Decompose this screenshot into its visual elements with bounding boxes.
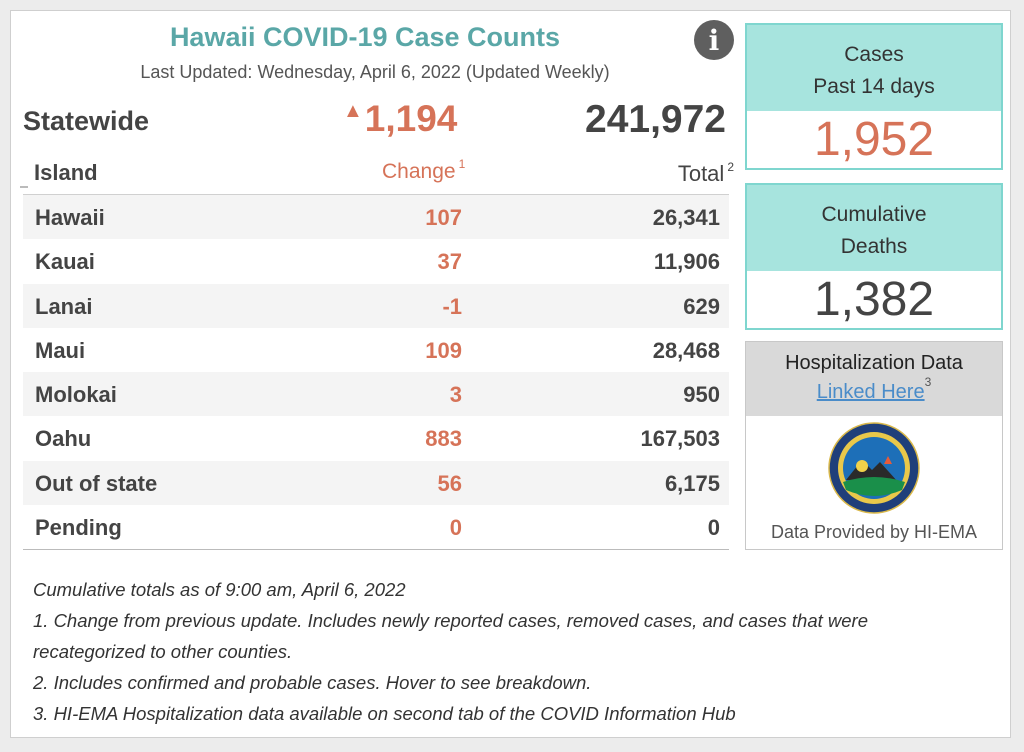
last-updated-subtitle: Last Updated: Wednesday, April 6, 2022 (… [140, 62, 610, 82]
up-arrow-icon: ▲ [343, 100, 363, 122]
footnote-line: recategorized to other counties. [33, 641, 293, 662]
footnote-marker-1: 1 [458, 157, 466, 171]
hi-ema-credit: Data Provided by HI-EMA [770, 522, 978, 542]
page-title: Hawaii COVID-19 Case Counts [169, 22, 561, 52]
island-name: Pending [35, 515, 122, 541]
table-row[interactable]: Pending 0 0 [23, 505, 729, 549]
table-row[interactable]: Hawaii 107 26,341 [23, 195, 729, 240]
statewide-change: ▲1,194 [343, 98, 457, 140]
island-total: 0 [707, 515, 720, 541]
statewide-label: Statewide [23, 106, 150, 136]
footnote-line: 3. HI-EMA Hospitalization data available… [33, 703, 736, 724]
island-total: 6,175 [664, 470, 720, 496]
table-row[interactable]: Oahu 883 167,503 [23, 416, 729, 460]
cases-14-days-card[interactable]: Cases Past 14 days 1,952 [745, 23, 1003, 170]
island-name: Maui [35, 337, 86, 363]
island-name: Oahu [35, 426, 92, 452]
cases-card-line2: Past 14 days [813, 75, 935, 98]
island-change: 883 [425, 426, 462, 452]
island-name: Lanai [35, 293, 93, 319]
island-change: 56 [437, 470, 462, 496]
statewide-total: 241,972 [585, 98, 726, 141]
island-change: 109 [425, 337, 462, 363]
island-change: -1 [442, 293, 462, 319]
footnote-marker-2: 2 [727, 160, 734, 174]
deaths-card-header: Cumulative Deaths [747, 185, 1001, 271]
hospitalization-card: Hospitalization Data Linked Here3 Data P… [745, 341, 1003, 550]
island-total: 28,468 [652, 337, 720, 363]
cumulative-deaths-card[interactable]: Cumulative Deaths 1,382 [745, 183, 1003, 330]
island-total: 629 [683, 293, 720, 319]
table-row[interactable]: Out of state 56 6,175 [23, 460, 729, 506]
island-total: 950 [683, 382, 720, 408]
island-name: Hawaii [35, 205, 105, 230]
cumulative-deaths-value: 1,382 [813, 273, 935, 326]
island-change: 107 [425, 205, 462, 230]
hi-ema-seal-icon [828, 422, 920, 514]
column-resize-handle[interactable] [20, 186, 28, 188]
column-header-change-label: Change [382, 160, 456, 183]
footnote-line: 1. Change from previous update. Includes… [33, 610, 869, 631]
island-name: Molokai [35, 382, 117, 408]
footnote-line: Cumulative totals as of 9:00 am, April 6… [33, 579, 406, 600]
column-header-island[interactable]: Island [34, 160, 98, 185]
deaths-card-line1: Cumulative [821, 203, 927, 226]
table-row[interactable]: Maui 109 28,468 [23, 328, 729, 372]
info-icon[interactable]: i [694, 20, 734, 60]
column-header-total[interactable]: Total 2 [678, 160, 734, 187]
island-change: 0 [449, 515, 462, 541]
island-table: Hawaii 107 26,341 Kauai 37 11,906 Lanai … [23, 194, 729, 551]
column-header-total-label: Total [677, 161, 725, 186]
cases-14-days-value: 1,952 [813, 113, 935, 166]
footnote-marker-3: 3 [924, 375, 932, 389]
cases-card-header: Cases Past 14 days [747, 25, 1001, 111]
island-total: 11,906 [653, 249, 720, 275]
hospitalization-header: Hospitalization Data Linked Here3 [746, 342, 1002, 416]
table-row[interactable]: Lanai -1 629 [23, 283, 729, 328]
table-row[interactable]: Molokai 3 950 [23, 372, 729, 417]
cases-card-line1: Cases [844, 43, 904, 66]
island-change: 3 [449, 382, 462, 408]
island-name: Out of state [35, 470, 158, 496]
deaths-card-line2: Deaths [840, 235, 908, 258]
column-header-change[interactable]: Change 1 [382, 157, 465, 184]
hospitalization-link[interactable]: Linked Here [816, 381, 925, 403]
island-total: 26,341 [652, 205, 720, 230]
island-change: 37 [437, 249, 462, 275]
footnote-line: 2. Includes confirmed and probable cases… [33, 672, 592, 693]
island-total: 167,503 [640, 426, 720, 452]
statewide-change-value: 1,194 [364, 98, 458, 139]
island-name: Kauai [35, 249, 95, 275]
hospitalization-title: Hospitalization Data [785, 352, 963, 374]
footnotes: Cumulative totals as of 9:00 am, April 6… [33, 574, 993, 729]
table-row[interactable]: Kauai 37 11,906 [23, 239, 729, 283]
